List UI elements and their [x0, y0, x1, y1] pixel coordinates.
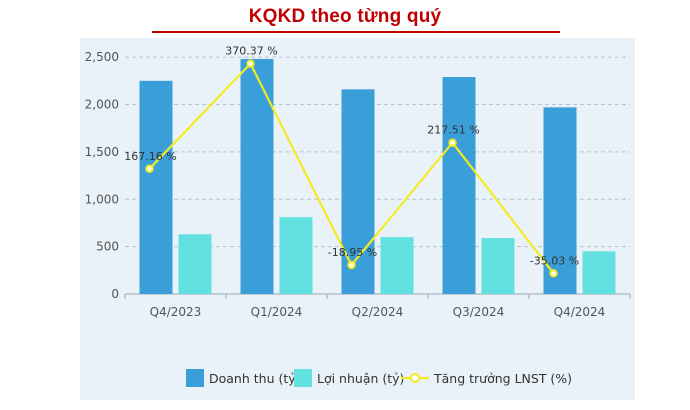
- legend-label-revenue: Doanh thu (tỷ): [209, 371, 301, 386]
- bar-profit: [380, 237, 414, 294]
- legend-swatch-profit: [294, 369, 312, 387]
- title-underline: [152, 31, 560, 33]
- bar-profit: [582, 251, 616, 294]
- y-tick-label: 2,000: [85, 98, 119, 112]
- growth-data-label: -35.03 %: [530, 254, 579, 267]
- chart-title: KQKD theo từng quý: [248, 6, 442, 27]
- y-tick-label: 1,000: [85, 192, 119, 206]
- bar-revenue: [240, 59, 274, 294]
- y-tick-label: 0: [111, 287, 119, 301]
- x-tick-label: Q3/2024: [453, 305, 505, 319]
- bar-revenue: [543, 107, 577, 294]
- bar-profit: [178, 234, 212, 294]
- bar-profit: [481, 238, 515, 294]
- growth-point: [448, 138, 457, 147]
- bar-profit: [279, 217, 313, 294]
- bar-revenue: [442, 77, 476, 295]
- growth-point: [549, 269, 558, 278]
- growth-point: [145, 164, 154, 173]
- legend-label-profit: Lợi nhuận (tỷ): [317, 371, 404, 386]
- y-tick-label: 500: [96, 240, 119, 254]
- legend-swatch-revenue: [186, 369, 204, 387]
- legend-label-growth: Tăng trưởng LNST (%): [433, 371, 572, 386]
- x-tick-label: Q4/2023: [150, 305, 202, 319]
- growth-data-label: -18.95 %: [328, 246, 377, 259]
- growth-data-label: 217.51 %: [427, 124, 479, 137]
- y-tick-label: 1,500: [85, 145, 119, 159]
- y-tick-label: 2,500: [85, 50, 119, 64]
- growth-point: [246, 59, 255, 68]
- bar-revenue: [341, 89, 375, 294]
- legend-swatch-growth-marker: [410, 373, 420, 383]
- growth-data-label: 370.37 %: [225, 45, 277, 58]
- x-tick-label: Q4/2024: [554, 305, 606, 319]
- x-tick-label: Q1/2024: [251, 305, 303, 319]
- x-tick-label: Q2/2024: [352, 305, 404, 319]
- bar-revenue: [139, 80, 173, 294]
- growth-data-label: 167.16 %: [124, 150, 176, 163]
- growth-point: [347, 260, 356, 270]
